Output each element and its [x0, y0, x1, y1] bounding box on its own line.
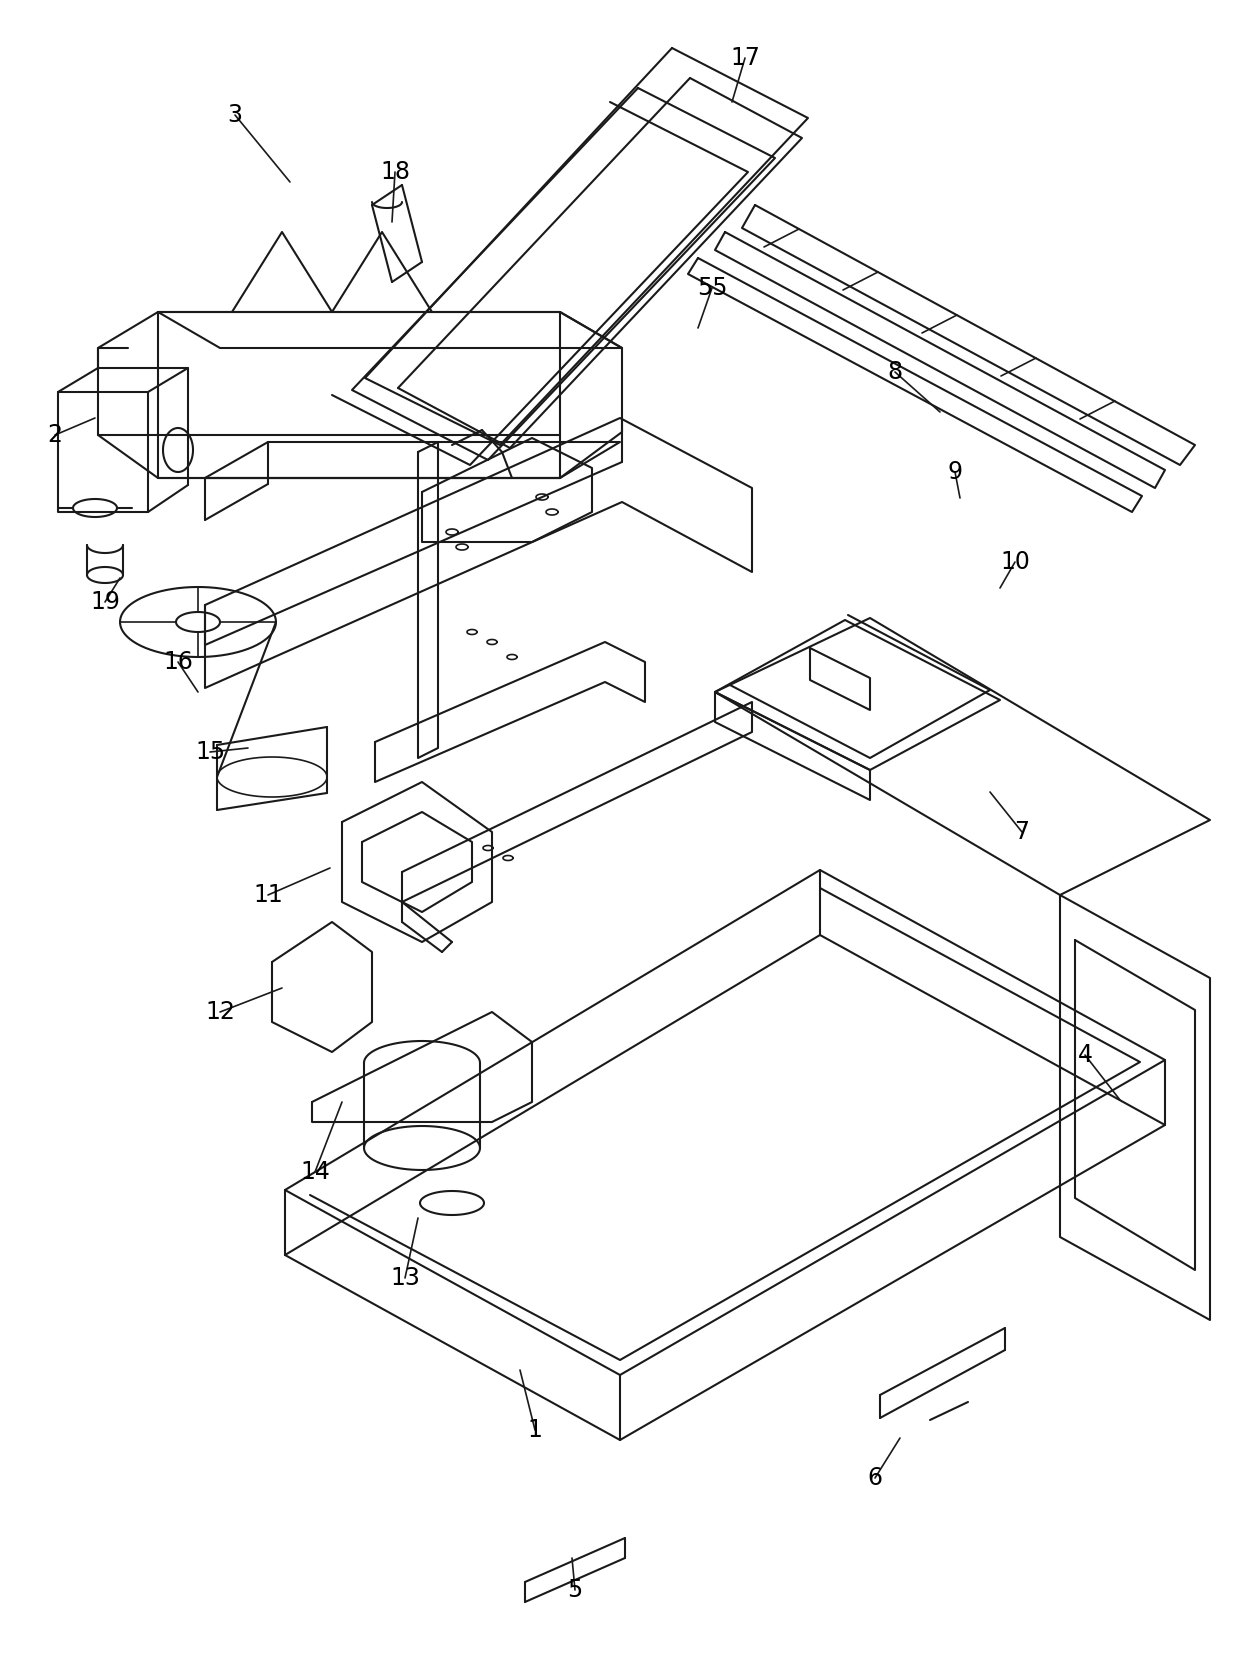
Text: 15: 15 [195, 741, 226, 764]
Text: 16: 16 [164, 650, 193, 674]
Text: 7: 7 [1014, 820, 1029, 845]
Text: 13: 13 [391, 1265, 420, 1291]
Text: 4: 4 [1078, 1042, 1092, 1068]
Text: 2: 2 [47, 422, 62, 447]
Text: 19: 19 [91, 590, 120, 613]
Text: 8: 8 [888, 360, 903, 384]
Text: 1: 1 [527, 1418, 542, 1441]
Text: 17: 17 [730, 45, 760, 70]
Text: 9: 9 [947, 459, 962, 484]
Text: 11: 11 [253, 883, 283, 907]
Text: 18: 18 [379, 159, 410, 184]
Text: 55: 55 [697, 277, 727, 300]
Text: 5: 5 [568, 1579, 583, 1602]
Text: 12: 12 [205, 1001, 234, 1024]
Text: 6: 6 [868, 1466, 883, 1490]
Text: 10: 10 [1001, 550, 1030, 573]
Text: 3: 3 [227, 102, 243, 127]
Text: 14: 14 [300, 1160, 330, 1183]
